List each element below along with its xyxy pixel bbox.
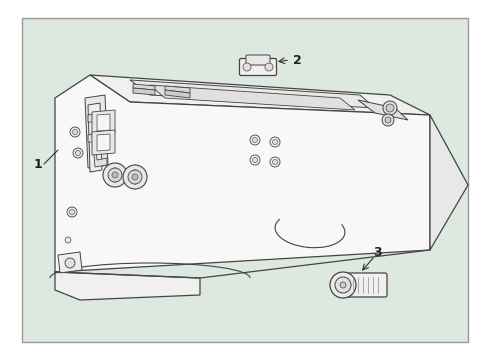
Polygon shape <box>165 86 190 93</box>
Text: 2: 2 <box>293 54 302 67</box>
Text: 1: 1 <box>34 158 42 171</box>
Circle shape <box>335 277 351 293</box>
Circle shape <box>103 163 127 187</box>
Polygon shape <box>58 252 82 273</box>
Polygon shape <box>85 95 108 168</box>
Circle shape <box>128 170 142 184</box>
Polygon shape <box>92 110 115 135</box>
Circle shape <box>252 158 258 162</box>
Circle shape <box>70 127 80 137</box>
Polygon shape <box>97 134 110 151</box>
Circle shape <box>65 237 71 243</box>
Circle shape <box>123 165 147 189</box>
Circle shape <box>73 148 83 158</box>
Circle shape <box>112 172 118 178</box>
Circle shape <box>340 282 346 288</box>
Polygon shape <box>92 130 115 155</box>
Polygon shape <box>430 115 468 250</box>
Circle shape <box>250 155 260 165</box>
Circle shape <box>272 159 277 165</box>
Polygon shape <box>97 114 110 131</box>
Circle shape <box>382 114 394 126</box>
Circle shape <box>272 139 277 144</box>
Circle shape <box>252 138 258 143</box>
Circle shape <box>70 210 74 215</box>
Polygon shape <box>150 85 355 110</box>
Text: 3: 3 <box>373 247 381 260</box>
Polygon shape <box>165 90 190 98</box>
Circle shape <box>265 63 273 71</box>
FancyBboxPatch shape <box>246 55 270 65</box>
FancyBboxPatch shape <box>240 58 276 76</box>
Polygon shape <box>133 88 155 95</box>
Polygon shape <box>88 114 107 147</box>
Polygon shape <box>130 80 375 108</box>
Circle shape <box>108 168 122 182</box>
Circle shape <box>250 135 260 145</box>
Circle shape <box>75 150 80 156</box>
Ellipse shape <box>111 168 119 182</box>
Circle shape <box>67 207 77 217</box>
Circle shape <box>73 130 77 135</box>
Circle shape <box>385 117 391 123</box>
Circle shape <box>383 101 397 115</box>
Polygon shape <box>55 75 430 272</box>
Circle shape <box>386 104 394 112</box>
Polygon shape <box>133 84 155 90</box>
Circle shape <box>270 137 280 147</box>
Circle shape <box>270 157 280 167</box>
Polygon shape <box>88 134 107 167</box>
Polygon shape <box>358 100 408 120</box>
Circle shape <box>132 174 138 180</box>
Polygon shape <box>55 272 200 300</box>
Circle shape <box>330 272 356 298</box>
Ellipse shape <box>131 170 139 184</box>
Polygon shape <box>88 103 102 172</box>
Circle shape <box>65 258 75 268</box>
FancyBboxPatch shape <box>338 273 387 297</box>
Circle shape <box>243 63 251 71</box>
Polygon shape <box>90 75 430 115</box>
